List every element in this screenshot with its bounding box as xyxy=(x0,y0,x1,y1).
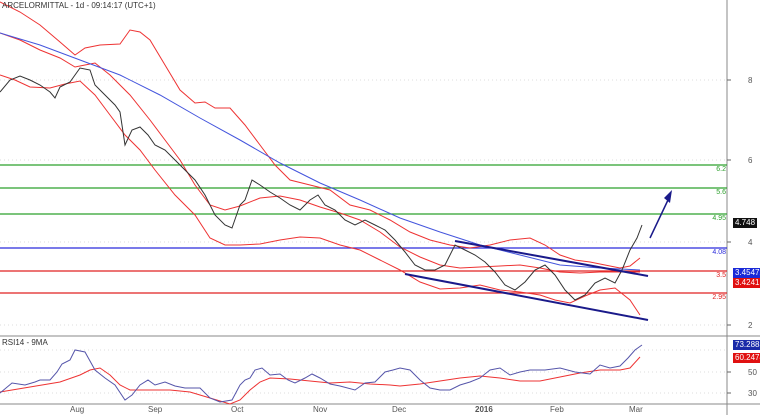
ma-blue-tag: 3.45472 xyxy=(733,268,760,278)
rsi-ma-tag: 60.2474 xyxy=(733,353,760,363)
level-label-6.2: 6.2 xyxy=(716,166,726,173)
x-label-feb: Feb xyxy=(550,405,564,414)
level-label-5.6: 5.6 xyxy=(716,189,726,196)
ma-red-tag: 3.42415 xyxy=(733,278,760,288)
price-tick-2: 2 xyxy=(748,321,753,330)
x-label-nov: Nov xyxy=(313,405,328,414)
price-tick-4: 4 xyxy=(748,238,753,247)
x-label-sep: Sep xyxy=(148,405,163,414)
price-tick-6: 6 xyxy=(748,156,753,165)
x-label-mar: Mar xyxy=(629,405,643,414)
price-tick-8: 8 xyxy=(748,76,753,85)
rsi-value-tag: 73.2883 xyxy=(733,340,760,350)
last-price-tag: 4.748 xyxy=(733,218,758,228)
x-label-aug: Aug xyxy=(70,405,85,414)
rsi-tick-30: 30 xyxy=(748,389,757,398)
rsi-title: RSI14 - 9MA xyxy=(2,338,48,347)
rsi-tick-50: 50 xyxy=(748,368,757,377)
chart-title: ARCELORMITTAL - 1d - 09:14:17 (UTC+1) xyxy=(2,1,156,10)
level-label-4.08: 4.08 xyxy=(712,249,726,256)
level-label-3.5: 3.5 xyxy=(716,272,726,279)
level-label-2.95: 2.95 xyxy=(712,294,726,301)
x-label-dec: Dec xyxy=(392,405,407,414)
level-label-4.95: 4.95 xyxy=(712,215,726,222)
x-label-oct: Oct xyxy=(231,405,244,414)
x-label-2016: 2016 xyxy=(475,405,493,414)
